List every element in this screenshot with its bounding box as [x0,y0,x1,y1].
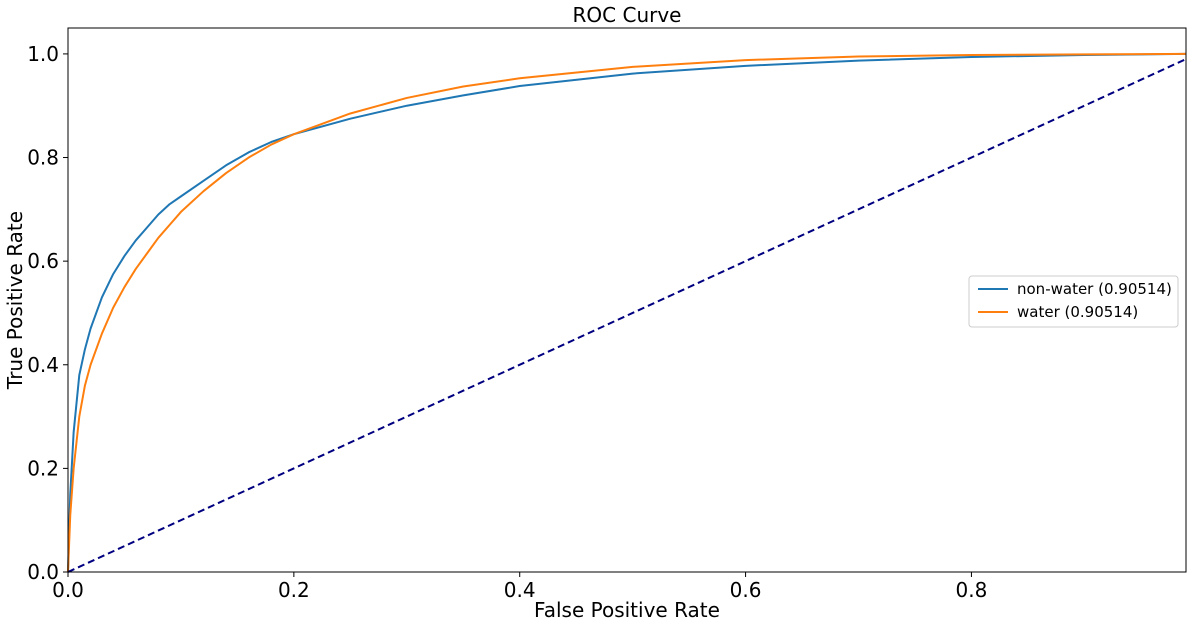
plot-frame [67,27,1187,573]
y-tick-label: 1.0 [27,42,59,66]
x-tick-label: 0.2 [278,578,310,602]
y-tick-label: 0.8 [27,146,59,170]
y-tick-label: 0.0 [27,560,59,584]
x-axis-label: False Positive Rate [534,598,720,622]
y-tick-label: 0.6 [27,249,59,273]
x-tick-label: 0.8 [956,578,988,602]
legend-label: non-water (0.90514) [1017,280,1172,298]
plot-area [67,52,1187,573]
legend-label: water (0.90514) [1017,303,1138,321]
y-axis-label: True Positive Rate [3,211,27,390]
y-axis: 0.0 0.2 0.4 0.6 0.8 1.0 [27,42,68,584]
legend-box [968,275,1179,328]
series-line-0 [67,52,1187,573]
chart-title: ROC Curve [573,3,682,27]
y-tick-label: 0.4 [27,353,59,377]
x-tick-label: 0.6 [730,578,762,602]
x-tick-label: 0.0 [52,578,84,602]
x-tick-label: 0.4 [504,578,536,602]
y-tick-label: 0.2 [27,456,59,480]
series-line-1 [67,52,1187,573]
legend: non-water (0.90514) water (0.90514) [968,275,1179,328]
series-line-chance [67,58,1187,573]
x-axis: 0.0 0.2 0.4 0.6 0.8 [52,572,987,602]
